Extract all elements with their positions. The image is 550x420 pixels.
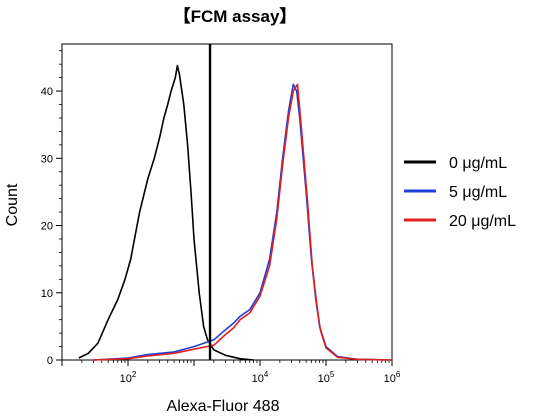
y-tick-label: 0 xyxy=(47,355,53,367)
x-tick-label: 105 xyxy=(318,370,335,385)
plot-area: 0 10 20 30 40 102 104 105 106 xyxy=(41,43,401,385)
x-axis-label: Alexa-Fluor 488 xyxy=(167,398,280,415)
legend: 0 μg/mL 5 μg/mL 20 μg/mL xyxy=(404,155,516,230)
y-axis-label: Count xyxy=(4,183,21,226)
x-tick-label: 102 xyxy=(120,370,137,385)
x-tick-label: 106 xyxy=(384,370,401,385)
legend-label-2: 20 μg/mL xyxy=(449,213,516,230)
chart-title: 【FCM assay】 xyxy=(174,6,297,26)
legend-label-1: 5 μg/mL xyxy=(449,184,507,201)
legend-label-0: 0 μg/mL xyxy=(449,155,507,172)
series-line-0 xyxy=(78,64,254,361)
y-tick-label: 10 xyxy=(41,288,53,300)
x-tick-label: 104 xyxy=(252,370,269,385)
y-tick-label: 40 xyxy=(41,86,53,98)
plot-frame xyxy=(61,43,393,361)
y-tick-label: 20 xyxy=(41,221,53,233)
series-line-2 xyxy=(93,83,393,361)
y-tick-label: 30 xyxy=(41,153,53,165)
